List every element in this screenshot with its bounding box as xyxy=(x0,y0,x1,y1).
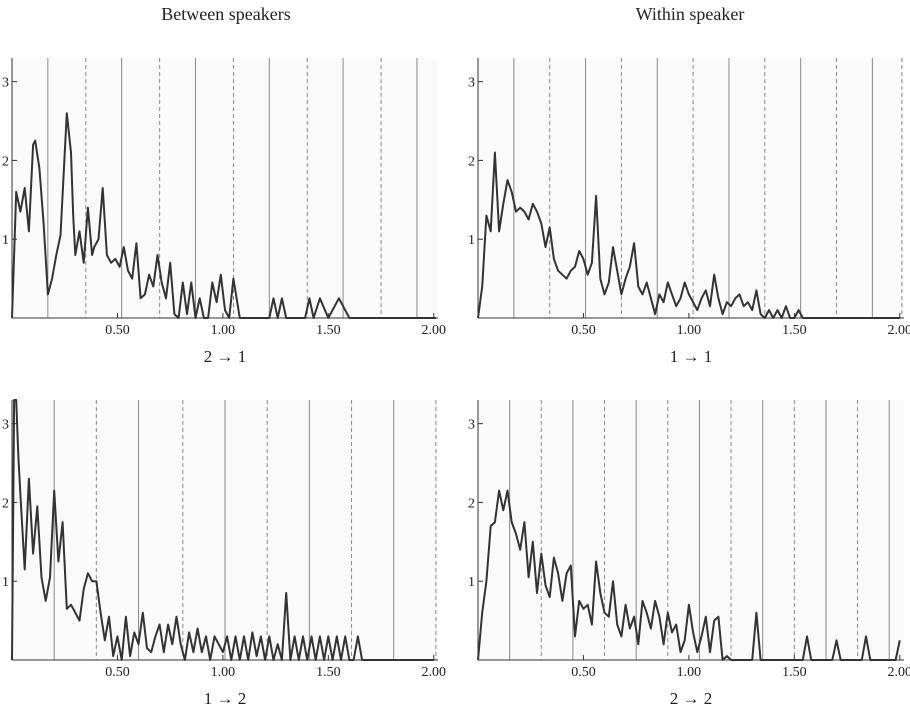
y-tick-label: 2 xyxy=(468,496,475,511)
x-tick-label: 1.50 xyxy=(316,323,341,338)
x-tick-label: 2.00 xyxy=(888,323,910,338)
x-tick-label: 1.50 xyxy=(782,665,807,680)
x-tick-label: 0.50 xyxy=(571,665,596,680)
plot-background xyxy=(12,58,438,318)
x-tick-label: 1.00 xyxy=(677,323,702,338)
chart-panel-4: 1 2 3 0.50 1.00 1.50 2.00 2 → 2 xyxy=(468,400,910,708)
y-tick-label: 2 xyxy=(2,154,9,169)
y-tick-label: 2 xyxy=(468,154,475,169)
panel-title: 2 → 1 xyxy=(204,347,247,366)
column-title-between-speakers: Between speakers xyxy=(161,4,291,24)
panel-title: 1 → 2 xyxy=(204,689,247,708)
x-tick-label: 1.50 xyxy=(782,323,807,338)
x-tick-label: 0.50 xyxy=(105,665,130,680)
x-tick-label: 2.00 xyxy=(422,323,447,338)
x-tick-label: 2.00 xyxy=(888,665,910,680)
chart-panel-2: 1 2 3 0.50 1.00 1.50 2.00 1 → 1 xyxy=(468,58,910,366)
y-tick-label: 3 xyxy=(468,418,475,433)
panel-title: 2 → 2 xyxy=(670,689,713,708)
data-line xyxy=(11,112,436,319)
y-tick-label: 3 xyxy=(2,418,9,433)
y-tick-label: 1 xyxy=(468,575,475,590)
x-tick-label: 1.00 xyxy=(677,665,702,680)
data-line xyxy=(11,399,434,661)
x-tick-label: 1.00 xyxy=(211,665,236,680)
plot-background xyxy=(478,58,904,318)
y-tick-label: 1 xyxy=(468,233,475,248)
panel-title: 1 → 1 xyxy=(670,347,713,366)
data-line xyxy=(477,489,901,661)
y-tick-label: 3 xyxy=(468,76,475,91)
chart-panel-1: 1 2 3 0.50 1.00 1.50 2.00 2 → 1 xyxy=(2,58,446,366)
x-tick-label: 0.50 xyxy=(105,323,130,338)
x-tick-label: 2.00 xyxy=(422,665,447,680)
y-tick-label: 1 xyxy=(2,575,9,590)
x-tick-label: 0.50 xyxy=(571,323,596,338)
x-tick-label: 1.00 xyxy=(211,323,236,338)
column-title-within-speaker: Within speaker xyxy=(635,4,745,24)
y-tick-label: 3 xyxy=(2,76,9,91)
data-line xyxy=(477,151,900,319)
y-tick-label: 2 xyxy=(2,496,9,511)
y-tick-label: 1 xyxy=(2,233,9,248)
chart-panel-3: 1 2 3 0.50 1.00 1.50 2.00 1 → 2 xyxy=(2,399,447,708)
x-tick-label: 1.50 xyxy=(316,665,341,680)
